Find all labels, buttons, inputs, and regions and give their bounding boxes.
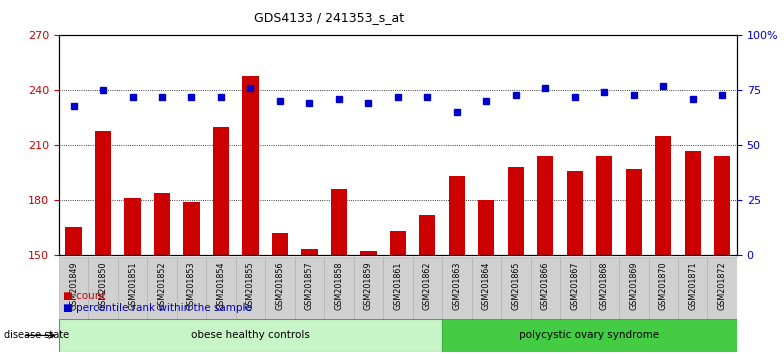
- Bar: [472, 257, 501, 347]
- Bar: [213, 127, 229, 255]
- Bar: [567, 171, 583, 255]
- Bar: [272, 233, 288, 255]
- Bar: [714, 156, 731, 255]
- Bar: [648, 257, 678, 347]
- Bar: [65, 227, 82, 255]
- Text: GSM201865: GSM201865: [511, 261, 521, 310]
- Bar: [354, 257, 383, 347]
- Text: GDS4133 / 241353_s_at: GDS4133 / 241353_s_at: [254, 11, 405, 24]
- Text: GSM201868: GSM201868: [600, 261, 609, 309]
- Bar: [89, 257, 118, 347]
- Text: GSM201849: GSM201849: [69, 261, 78, 310]
- Bar: [442, 319, 737, 352]
- Bar: [361, 251, 376, 255]
- Bar: [154, 193, 170, 255]
- Text: GSM201866: GSM201866: [541, 261, 550, 309]
- Text: GSM201853: GSM201853: [187, 261, 196, 310]
- Text: obese healthy controls: obese healthy controls: [191, 330, 310, 341]
- Bar: [419, 215, 435, 255]
- Text: GSM201859: GSM201859: [364, 261, 373, 310]
- Bar: [448, 176, 465, 255]
- Bar: [684, 151, 701, 255]
- Text: GSM201871: GSM201871: [688, 261, 697, 310]
- Bar: [596, 156, 612, 255]
- Bar: [301, 249, 318, 255]
- Bar: [383, 257, 412, 347]
- Text: GSM201872: GSM201872: [717, 261, 727, 310]
- Bar: [390, 231, 406, 255]
- Bar: [295, 257, 324, 347]
- Bar: [442, 257, 472, 347]
- Text: GSM201854: GSM201854: [216, 261, 226, 310]
- Text: GSM201855: GSM201855: [246, 261, 255, 310]
- Bar: [537, 156, 554, 255]
- Bar: [531, 257, 560, 347]
- Text: GSM201867: GSM201867: [570, 261, 579, 310]
- Bar: [331, 189, 347, 255]
- Text: GSM201870: GSM201870: [659, 261, 668, 310]
- Bar: [619, 257, 648, 347]
- Bar: [183, 202, 200, 255]
- Text: GSM201857: GSM201857: [305, 261, 314, 310]
- Bar: [125, 198, 140, 255]
- Bar: [324, 257, 354, 347]
- Bar: [560, 257, 590, 347]
- Bar: [678, 257, 707, 347]
- Bar: [59, 319, 442, 352]
- Text: ■ count: ■ count: [63, 291, 105, 301]
- Text: GSM201861: GSM201861: [394, 261, 402, 309]
- Bar: [265, 257, 295, 347]
- Text: GSM201863: GSM201863: [452, 261, 461, 309]
- Bar: [501, 257, 531, 347]
- Text: disease state: disease state: [4, 330, 69, 341]
- Bar: [508, 167, 524, 255]
- Text: GSM201851: GSM201851: [128, 261, 137, 310]
- Text: GSM201850: GSM201850: [99, 261, 107, 310]
- Bar: [206, 257, 236, 347]
- Text: GSM201864: GSM201864: [482, 261, 491, 309]
- Text: GSM201862: GSM201862: [423, 261, 432, 310]
- Bar: [242, 76, 259, 255]
- Bar: [412, 257, 442, 347]
- Text: polycystic ovary syndrome: polycystic ovary syndrome: [520, 330, 659, 341]
- Bar: [147, 257, 176, 347]
- Text: GSM201852: GSM201852: [158, 261, 166, 310]
- Bar: [655, 136, 671, 255]
- Text: GSM201856: GSM201856: [275, 261, 285, 310]
- Bar: [59, 257, 89, 347]
- Text: GSM201858: GSM201858: [335, 261, 343, 310]
- Bar: [590, 257, 619, 347]
- Text: GSM201869: GSM201869: [630, 261, 638, 310]
- Bar: [626, 169, 642, 255]
- Bar: [236, 257, 265, 347]
- Bar: [118, 257, 147, 347]
- Text: ■ percentile rank within the sample: ■ percentile rank within the sample: [63, 303, 252, 313]
- Bar: [95, 131, 111, 255]
- Bar: [176, 257, 206, 347]
- Bar: [707, 257, 737, 347]
- Bar: [478, 200, 495, 255]
